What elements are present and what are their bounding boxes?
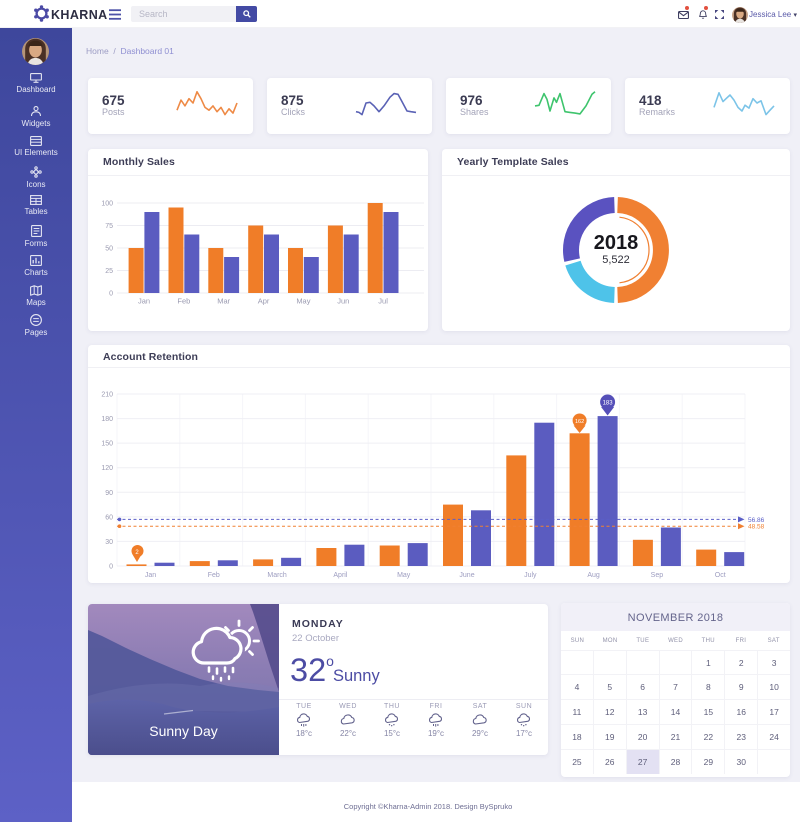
svg-text:150: 150 [101,441,113,448]
svg-text:90: 90 [105,490,113,497]
svg-text:Aug: Aug [587,572,600,579]
svg-text:162: 162 [575,419,584,425]
svg-text:2: 2 [135,550,139,556]
svg-text:June: June [459,572,474,579]
svg-text:Jul: Jul [378,297,388,306]
svg-text:Jun: Jun [337,297,349,306]
svg-text:25: 25 [105,268,113,275]
svg-text:Mar: Mar [217,297,230,306]
svg-text:50: 50 [105,246,113,253]
svg-text:Apr: Apr [258,297,270,306]
svg-text:Jan: Jan [145,572,156,579]
svg-text:Feb: Feb [177,297,190,306]
svg-text:0: 0 [109,564,113,571]
svg-text:April: April [333,572,347,579]
svg-text:March: March [267,572,287,579]
svg-text:0: 0 [109,291,113,298]
svg-text:5,522: 5,522 [602,254,630,266]
svg-text:Jan: Jan [138,297,150,306]
svg-text:Feb: Feb [208,572,220,579]
svg-text:210: 210 [101,392,113,399]
svg-text:183: 183 [603,401,614,407]
svg-text:60: 60 [105,514,113,521]
svg-text:180: 180 [101,416,113,423]
svg-text:July: July [524,572,537,579]
svg-text:30: 30 [105,539,113,546]
svg-text:75: 75 [105,223,113,230]
svg-text:Sep: Sep [651,572,664,579]
svg-text:2018: 2018 [594,232,639,254]
svg-text:120: 120 [101,465,113,472]
svg-text:May: May [397,572,411,579]
svg-text:56.86: 56.86 [748,517,765,524]
svg-text:48.58: 48.58 [748,524,765,531]
svg-text:100: 100 [101,201,113,208]
svg-text:May: May [296,297,310,306]
svg-text:Oct: Oct [715,572,726,579]
